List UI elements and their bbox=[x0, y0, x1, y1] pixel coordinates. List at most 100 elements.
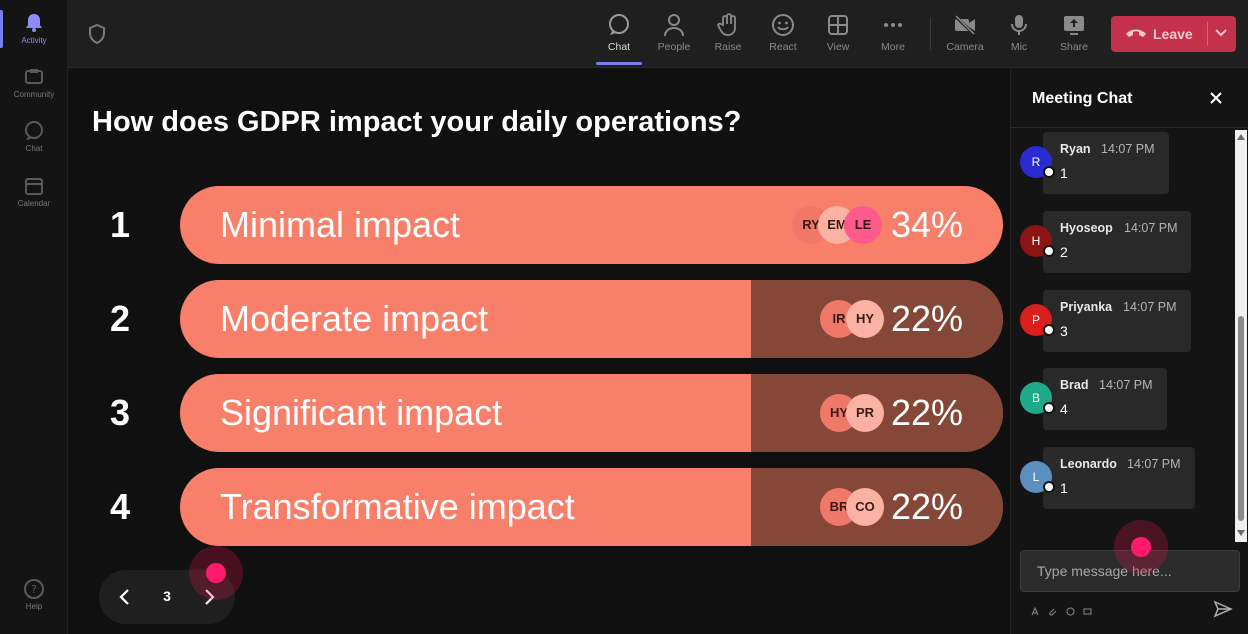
chat-button[interactable]: Chat bbox=[594, 10, 644, 60]
left-rail: Activity Community Chat Calendar ? Help bbox=[0, 0, 68, 634]
calendar-icon bbox=[25, 178, 43, 195]
view-button-label: View bbox=[826, 41, 850, 53]
chat-title: Meeting Chat bbox=[1032, 90, 1133, 107]
chat-message: Priyanka 14:07 PM 3 P bbox=[1019, 290, 1239, 352]
message-sender: Brad bbox=[1060, 378, 1089, 392]
message-sender: Ryan bbox=[1060, 142, 1091, 156]
message-time: 14:07 PM bbox=[1124, 221, 1178, 235]
rail-item-calendar[interactable]: Calendar bbox=[0, 175, 68, 208]
chat-header: Meeting Chat bbox=[1011, 68, 1248, 128]
option-label: Transformative impact bbox=[220, 486, 575, 527]
message-time: 14:07 PM bbox=[1123, 300, 1177, 314]
message-sender: Leonardo bbox=[1060, 457, 1117, 471]
send-icon[interactable] bbox=[1213, 599, 1233, 619]
rail-item-chat[interactable]: Chat bbox=[0, 120, 68, 153]
chevron-left-icon[interactable] bbox=[113, 585, 137, 609]
mic-icon bbox=[1011, 15, 1027, 35]
hang-up-icon bbox=[1126, 29, 1146, 37]
svg-text:?: ? bbox=[31, 583, 37, 596]
option-label: Significant impact bbox=[220, 392, 503, 433]
react-button[interactable]: React bbox=[758, 10, 808, 60]
message-text: 3 bbox=[1060, 323, 1068, 339]
rail-item-community[interactable]: Community bbox=[0, 66, 68, 99]
poll-option-3[interactable]: Significant impact HY PR 22% bbox=[180, 374, 1003, 452]
scroll-thumb[interactable] bbox=[1238, 316, 1244, 521]
page-number: 3 bbox=[163, 588, 171, 604]
option-percentage: 22% bbox=[890, 298, 963, 339]
chat-icon bbox=[609, 14, 629, 35]
scroll-down-arrow[interactable] bbox=[1237, 530, 1245, 536]
more-dots-icon bbox=[884, 23, 902, 27]
chat-active-underline bbox=[596, 62, 642, 65]
raise-hand-button[interactable]: Raise bbox=[703, 10, 753, 60]
poll-option-2[interactable]: Moderate impact IR HY 22% bbox=[180, 280, 1003, 358]
option-label: Moderate impact bbox=[220, 298, 489, 339]
camera-button[interactable]: Camera bbox=[940, 10, 990, 60]
poll-stage: How does GDPR impact your daily operatio… bbox=[68, 68, 1010, 634]
people-button[interactable]: People bbox=[649, 10, 699, 60]
chevron-right-icon[interactable] bbox=[197, 585, 221, 609]
poll-option-4[interactable]: Transformative impact BR CO 22% bbox=[180, 468, 1003, 546]
rail-item-help[interactable]: ? Help bbox=[0, 578, 68, 611]
message-bubble: Brad 14:07 PM 4 bbox=[1043, 368, 1167, 430]
hand-icon bbox=[717, 13, 736, 36]
share-button[interactable]: Share bbox=[1049, 10, 1099, 60]
emoji-icon[interactable] bbox=[1066, 607, 1075, 616]
camera-button-label: Camera bbox=[946, 41, 984, 53]
chat-button-label: Chat bbox=[607, 41, 631, 53]
presence-status bbox=[1043, 245, 1055, 257]
leave-divider bbox=[1207, 22, 1208, 46]
avatar: CO bbox=[846, 488, 884, 526]
format-toolbar bbox=[1031, 603, 1096, 616]
community-icon bbox=[25, 69, 43, 84]
avatar: R bbox=[1020, 146, 1052, 178]
react-button-label: React bbox=[769, 41, 797, 53]
message-text: 2 bbox=[1060, 244, 1068, 260]
voter-avatars: RY EM LE bbox=[792, 206, 892, 244]
attach-icon[interactable] bbox=[1048, 607, 1057, 616]
message-bubble: Hyoseop 14:07 PM 2 bbox=[1043, 211, 1191, 273]
leave-button[interactable]: Leave bbox=[1111, 16, 1236, 52]
toolbar-divider bbox=[930, 18, 931, 50]
message-bubble: Leonardo 14:07 PM 1 bbox=[1043, 447, 1195, 509]
message-bubble: Ryan 14:07 PM 1 bbox=[1043, 132, 1169, 194]
voter-avatars: BR CO bbox=[820, 488, 890, 526]
chevron-down-icon[interactable] bbox=[1214, 28, 1228, 38]
mic-button[interactable]: Mic bbox=[994, 10, 1044, 60]
mic-button-label: Mic bbox=[1010, 41, 1028, 53]
format-text-icon[interactable] bbox=[1031, 607, 1040, 616]
option-number: 2 bbox=[109, 298, 131, 339]
option-percentage: 22% bbox=[890, 392, 963, 433]
poll-option-1[interactable]: Minimal impact RY EM LE 34% bbox=[180, 186, 1003, 264]
click-indicator bbox=[189, 546, 243, 600]
option-percentage: 22% bbox=[890, 486, 963, 527]
more-button[interactable]: More bbox=[868, 10, 918, 60]
chat-message-input[interactable] bbox=[1020, 550, 1240, 592]
voter-avatars: HY PR bbox=[820, 394, 890, 432]
message-text: 4 bbox=[1060, 401, 1068, 417]
rail-item-activity[interactable]: Activity bbox=[0, 12, 68, 45]
message-text: 1 bbox=[1060, 165, 1068, 181]
click-indicator bbox=[1114, 520, 1168, 574]
close-icon[interactable] bbox=[1208, 90, 1224, 106]
message-time: 14:07 PM bbox=[1099, 378, 1153, 392]
option-number: 3 bbox=[109, 392, 131, 433]
help-icon: ? bbox=[24, 579, 44, 599]
grid-icon bbox=[828, 15, 848, 35]
camera-off-icon bbox=[953, 14, 976, 36]
scroll-up-arrow[interactable] bbox=[1237, 134, 1245, 140]
chat-scrollbar[interactable] bbox=[1235, 130, 1247, 542]
option-number: 4 bbox=[109, 486, 131, 527]
smiley-icon bbox=[772, 14, 794, 36]
message-time: 14:07 PM bbox=[1101, 142, 1155, 156]
people-button-label: People bbox=[657, 41, 691, 53]
message-time: 14:07 PM bbox=[1127, 457, 1181, 471]
meeting-toolbar: Chat People Raise React View More Camera… bbox=[68, 0, 1248, 68]
view-button[interactable]: View bbox=[813, 10, 863, 60]
option-number: 1 bbox=[109, 204, 131, 245]
chat-message: Ryan 14:07 PM 1 R bbox=[1019, 132, 1239, 194]
more-button-label: More bbox=[881, 41, 905, 53]
rail-active-indicator bbox=[0, 10, 3, 48]
presence-status bbox=[1043, 402, 1055, 414]
gif-icon[interactable] bbox=[1083, 607, 1092, 616]
